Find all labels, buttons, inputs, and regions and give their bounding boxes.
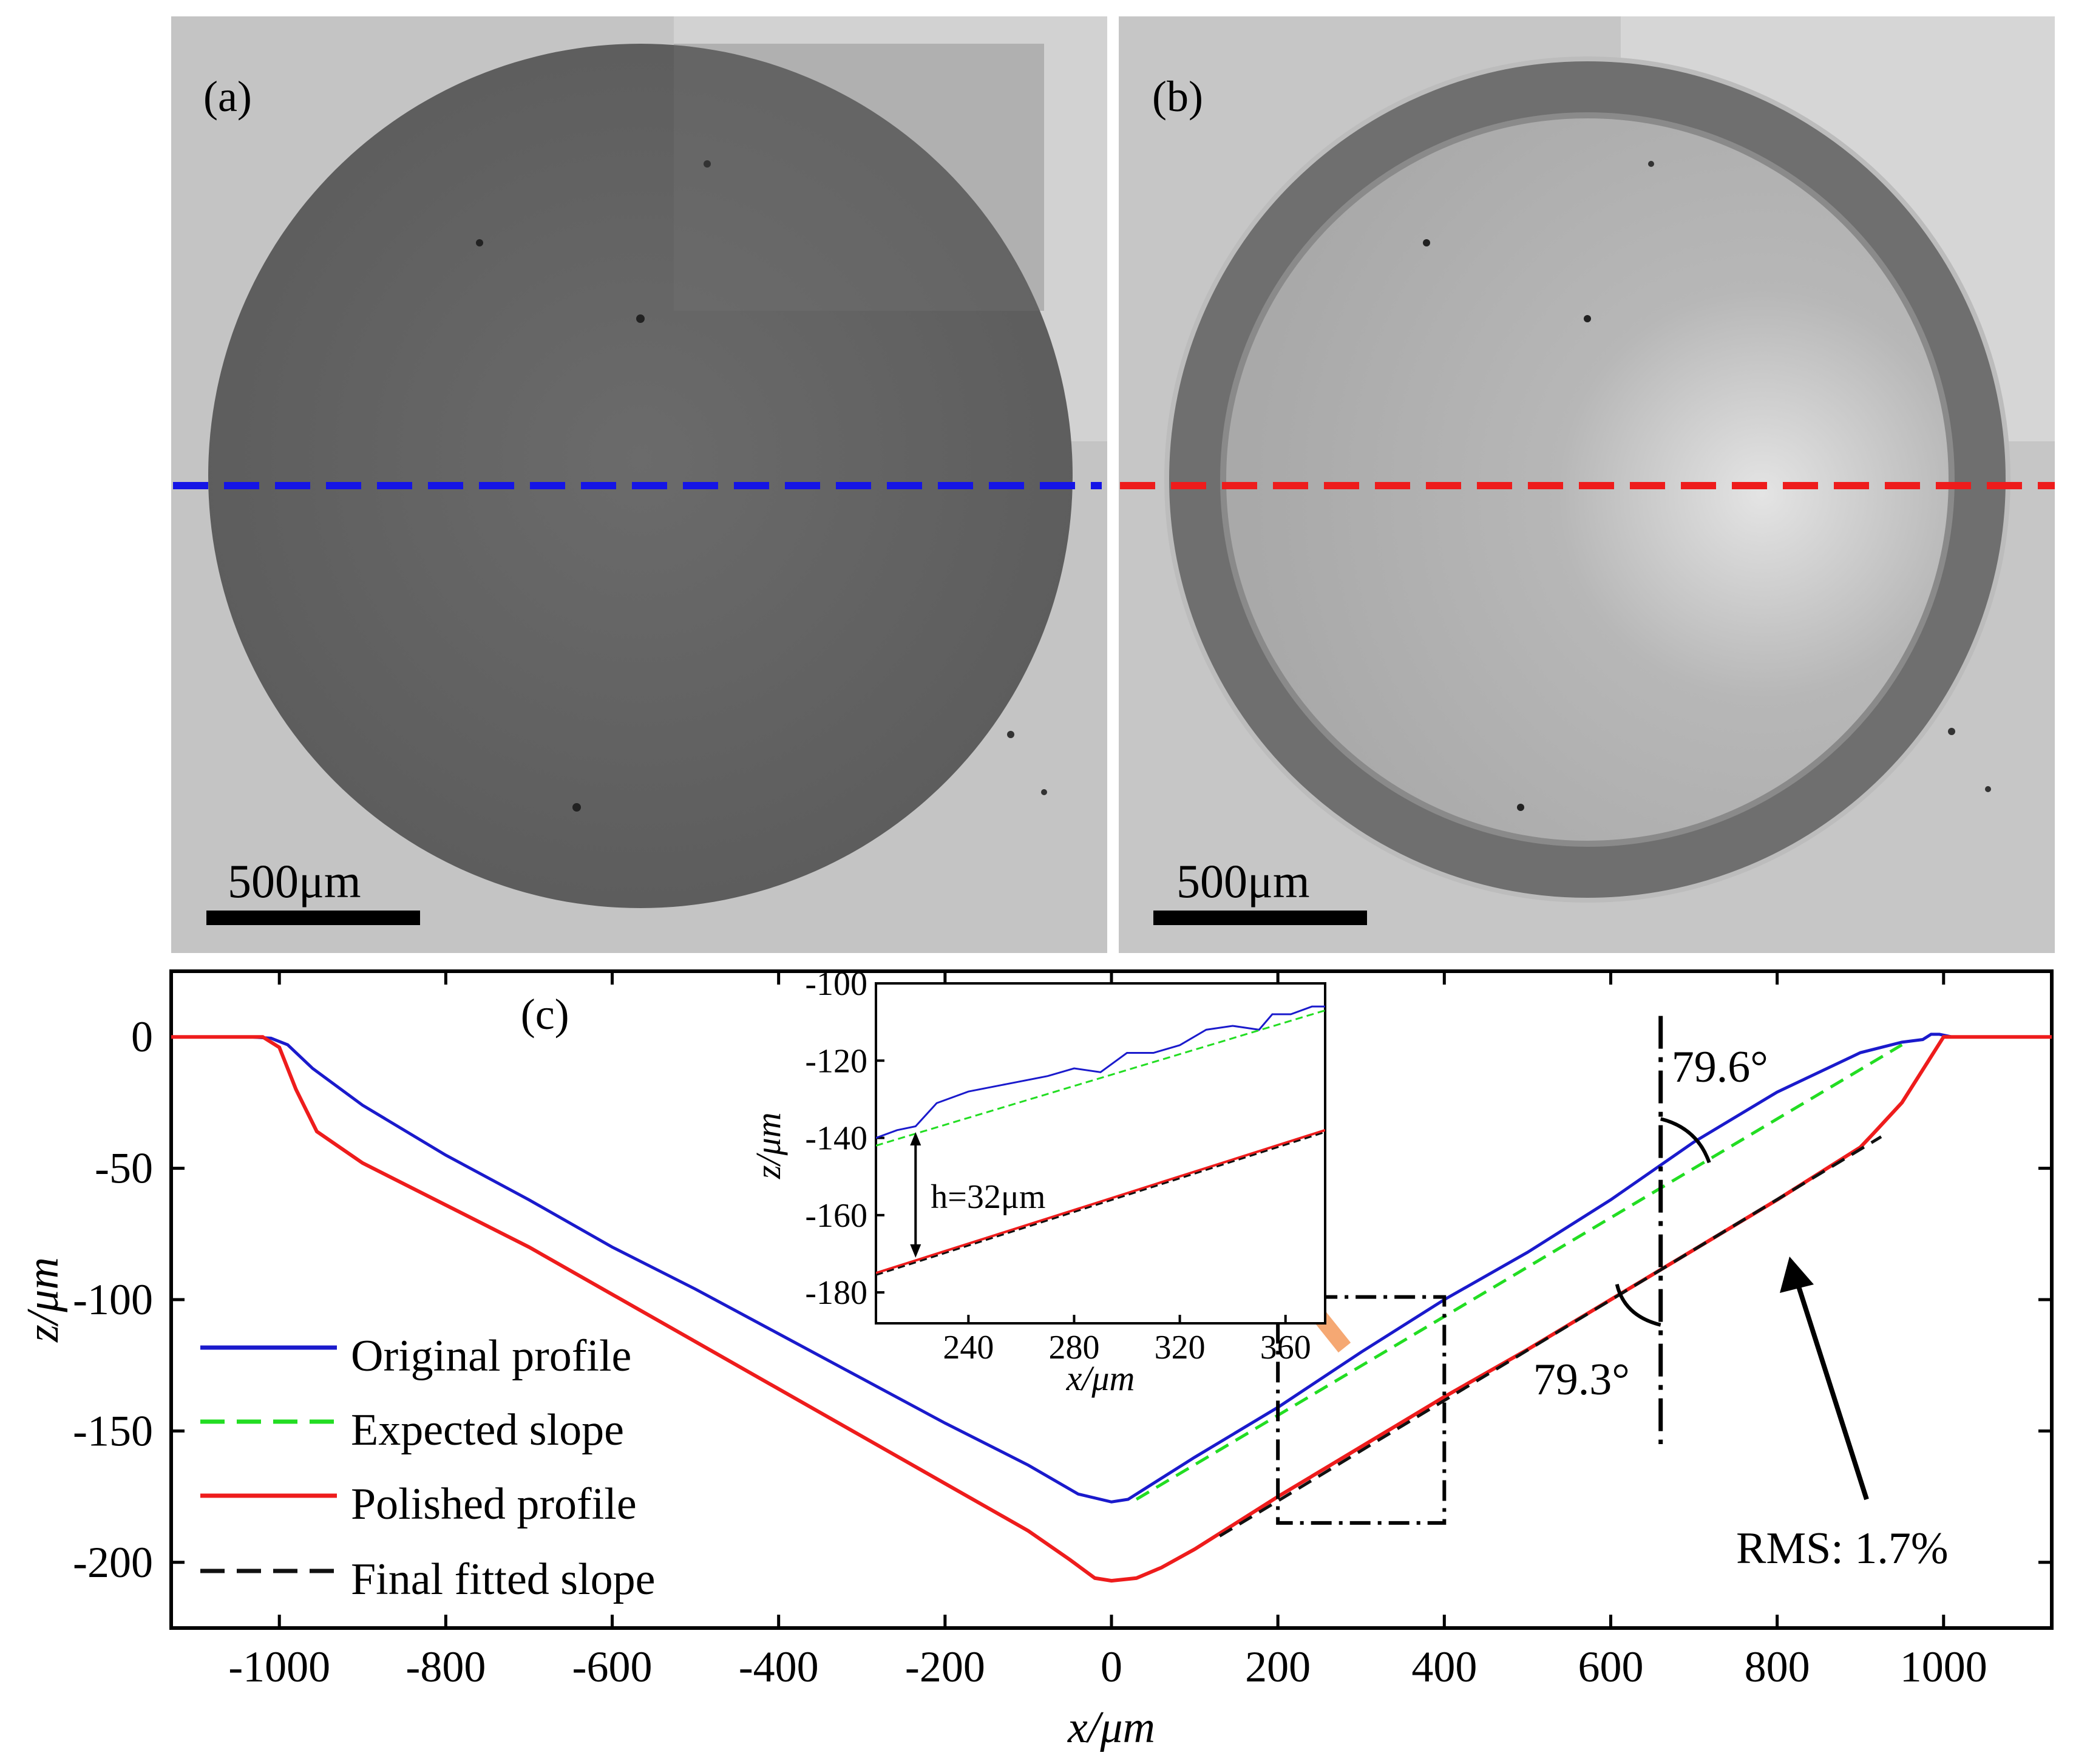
x-tick-label: 0 bbox=[1101, 1643, 1122, 1691]
inset-series-polished bbox=[876, 1128, 1325, 1275]
y-tick-label: -100 bbox=[73, 1275, 153, 1324]
x-axis-label: x/μm bbox=[1067, 1703, 1155, 1752]
y-tick-label: 0 bbox=[131, 1013, 153, 1061]
panel-a-disk bbox=[208, 44, 1073, 908]
inset-y-axis: -100 -120 -140 -160 -180 bbox=[805, 965, 884, 1312]
x-tick-label: 600 bbox=[1578, 1643, 1643, 1691]
inset-series-fitted bbox=[876, 1131, 1325, 1276]
series-final-fitted-slope bbox=[1218, 1135, 1882, 1538]
angle-arc-top bbox=[1660, 1117, 1711, 1164]
inset-x-tick-label: 360 bbox=[1260, 1329, 1311, 1366]
angle-label-bottom: 79.3° bbox=[1533, 1355, 1630, 1405]
panel-a-scale-text: 500μm bbox=[228, 855, 361, 907]
x-tick-label: 400 bbox=[1411, 1643, 1477, 1691]
panel-a: (a) 500μm bbox=[171, 16, 1107, 953]
defect-dot bbox=[572, 803, 581, 812]
x-tick-label: 1000 bbox=[1900, 1643, 1987, 1691]
inset-y-tick-label: -140 bbox=[805, 1120, 867, 1158]
inset-series-original bbox=[876, 1005, 1325, 1139]
panel-b-inner-disk bbox=[1223, 115, 1952, 844]
x-tick-label: 800 bbox=[1745, 1643, 1810, 1691]
inset-y-tick-label: -160 bbox=[805, 1197, 867, 1235]
x-tick-label: -400 bbox=[739, 1643, 819, 1691]
legend-label-fitted: Final fitted slope bbox=[351, 1555, 656, 1604]
inset-x-label: x/μm bbox=[1066, 1359, 1135, 1398]
inset-x-axis: 240 280 320 360 bbox=[943, 1315, 1311, 1366]
y-tick-label: -200 bbox=[73, 1538, 153, 1587]
series-original-profile bbox=[171, 1033, 2052, 1504]
legend-label-polished: Polished profile bbox=[351, 1479, 637, 1529]
x-tick-label: -1000 bbox=[228, 1643, 330, 1691]
inset-x-tick-label: 280 bbox=[1048, 1329, 1099, 1366]
rms-label: RMS: 1.7% bbox=[1736, 1524, 1949, 1573]
inset-y-tick-label: -100 bbox=[805, 965, 867, 1003]
inset-chart: 240 280 320 360 -100 -120 -140 -160 -180 h=32μm… bbox=[748, 965, 1326, 1398]
defect-dot bbox=[1007, 731, 1014, 738]
series-expected-slope bbox=[1135, 1043, 1903, 1501]
panel-a-stitch-region bbox=[674, 44, 1044, 311]
angle-arc-bottom bbox=[1615, 1284, 1661, 1327]
panel-b-label: (b) bbox=[1152, 72, 1203, 121]
defect-dot bbox=[1423, 239, 1430, 246]
legend: Original profile Expected slope Polished… bbox=[200, 1331, 656, 1604]
inset-frame bbox=[875, 982, 1326, 1325]
panel-c-label: (c) bbox=[521, 990, 569, 1039]
legend-label-original: Original profile bbox=[351, 1331, 631, 1381]
y-axis: 0 -50 -100 -150 -200 bbox=[73, 1013, 2052, 1587]
inset-y-tick-label: -180 bbox=[805, 1274, 867, 1312]
defect-dot bbox=[1584, 315, 1591, 322]
inset-x-tick-label: 240 bbox=[943, 1329, 994, 1366]
defect-dot bbox=[1948, 728, 1955, 735]
panel-b-rim-edge bbox=[1164, 56, 2010, 903]
x-axis: -1000 -800 -600 -400 -200 0 200 400 600 800 1000 bbox=[228, 971, 1987, 1691]
defect-dot bbox=[1517, 804, 1524, 811]
angle-label-top: 79.6° bbox=[1672, 1042, 1768, 1092]
x-tick-label: -600 bbox=[572, 1643, 653, 1691]
inset-y-tick-label: -120 bbox=[805, 1042, 867, 1080]
x-tick-label: -800 bbox=[405, 1643, 486, 1691]
panel-a-scale-bar bbox=[206, 911, 420, 925]
x-tick-label: -200 bbox=[905, 1643, 985, 1691]
panel-c-chart: -1000 -800 -600 -400 -200 0 200 400 600 800 1000 0… bbox=[18, 965, 2054, 1752]
y-tick-label: -150 bbox=[73, 1406, 153, 1455]
panel-a-label: (a) bbox=[203, 72, 252, 121]
panel-b-inner-edge bbox=[1220, 112, 1955, 847]
defect-dot bbox=[1041, 789, 1047, 795]
panel-b: (b) 500μm bbox=[1119, 16, 2055, 953]
inset-height-arrowhead-top bbox=[910, 1132, 921, 1145]
inset-series-expected bbox=[876, 1009, 1325, 1147]
defect-dot bbox=[636, 314, 645, 323]
defect-dot bbox=[704, 160, 711, 168]
defect-dot bbox=[1648, 161, 1654, 167]
y-axis-label: z/μm bbox=[18, 1257, 68, 1343]
legend-label-expected: Expected slope bbox=[351, 1405, 624, 1455]
defect-dot bbox=[476, 239, 483, 246]
panel-b-scale-text: 500μm bbox=[1176, 855, 1310, 907]
inset-height-label: h=32μm bbox=[931, 1178, 1045, 1216]
panel-b-scale-bar bbox=[1153, 911, 1367, 925]
rms-arrow bbox=[1780, 1257, 1869, 1501]
x-tick-label: 200 bbox=[1245, 1643, 1311, 1691]
inset-x-tick-label: 320 bbox=[1155, 1329, 1206, 1366]
inset-y-label: z/μm bbox=[748, 1112, 788, 1179]
y-tick-label: -50 bbox=[95, 1144, 153, 1193]
zoom-region-box bbox=[1276, 1295, 1447, 1525]
defect-dot bbox=[1985, 786, 1991, 792]
inset-height-arrowhead-bottom bbox=[910, 1244, 921, 1258]
